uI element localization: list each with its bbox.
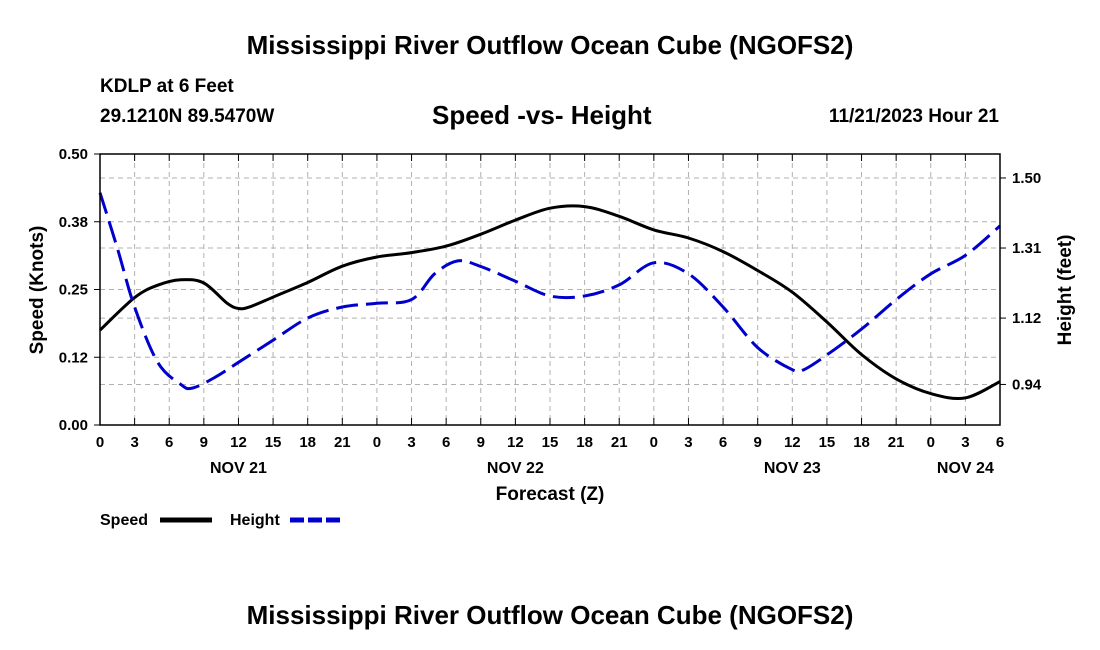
x-tick-label: 6 (719, 434, 727, 451)
y-right-tick-label: 0.94 (1012, 376, 1042, 393)
x-tick-label: 15 (542, 434, 559, 451)
y-right-tick-label: 1.50 (1012, 170, 1041, 187)
y-axis-left-title: Speed (Knots) (27, 226, 48, 355)
x-date-label: NOV 22 (487, 460, 544, 477)
x-tick-label: 9 (200, 434, 208, 451)
x-date-label: NOV 21 (210, 460, 267, 477)
x-tick-label: 12 (230, 434, 247, 451)
x-tick-label: 21 (888, 434, 905, 451)
x-tick-label: 3 (961, 434, 969, 451)
series-layer (98, 192, 1001, 401)
x-tick-label: 9 (754, 434, 762, 451)
x-tick-label: 12 (784, 434, 801, 451)
speed-height-chart: 0 3 6 9 12 15 18 21 0 3 6 9 12 15 18 21 0 3 6 9 12 15 18 21 0 3 6N… (27, 146, 1076, 529)
x-tick-label: 15 (265, 434, 282, 451)
x-tick-label: 12 (507, 434, 524, 451)
station-name: KDLP at 6 Feet (100, 76, 234, 97)
legend-label-speed: Speed (100, 512, 148, 529)
x-tick-label: 3 (407, 434, 415, 451)
x-tick-label: 0 (927, 434, 935, 451)
forecast-date: 11/21/2023 Hour 21 (828, 106, 999, 127)
y-left-tick-label: 0.25 (59, 282, 88, 299)
x-tick-label: 18 (576, 434, 593, 451)
x-date-label: NOV 23 (764, 460, 821, 477)
series-line-height (98, 192, 1001, 391)
x-tick-label: 0 (96, 434, 104, 451)
x-tick-label: 15 (819, 434, 836, 451)
x-tick-label: 21 (334, 434, 351, 451)
axes: 0 3 6 9 12 15 18 21 0 3 6 9 12 15 18 21 0 3 6 9 12 15 18 21 0 3 6N… (59, 146, 1042, 477)
x-tick-label: 9 (477, 434, 485, 451)
x-tick-label: 3 (684, 434, 692, 451)
legend-label-height: Height (230, 512, 280, 529)
grid (100, 153, 1000, 425)
x-tick-label: 18 (299, 434, 316, 451)
chart-title: Speed -vs- Height (432, 100, 652, 130)
y-axis-right-title: Height (feet) (1055, 235, 1076, 346)
x-tick-label: 0 (650, 434, 658, 451)
x-tick-label: 6 (165, 434, 173, 451)
y-right-tick-label: 1.12 (1012, 310, 1041, 327)
y-left-tick-label: 0.50 (59, 146, 88, 163)
series-line-speed (98, 204, 1001, 401)
y-left-tick-label: 0.00 (59, 417, 88, 434)
x-tick-label: 3 (130, 434, 138, 451)
station-coordinates: 29.1210N 89.5470W (100, 106, 275, 127)
main-title: Mississippi River Outflow Ocean Cube (NG… (246, 30, 854, 60)
x-tick-label: 6 (442, 434, 450, 451)
x-axis-title: Forecast (Z) (496, 484, 605, 505)
legend: Speed Height (100, 512, 342, 529)
footer-title: Mississippi River Outflow Ocean Cube (NG… (246, 600, 854, 630)
y-right-tick-label: 1.31 (1012, 240, 1041, 257)
y-left-tick-label: 0.38 (59, 214, 88, 231)
x-tick-label: 18 (853, 434, 870, 451)
x-tick-label: 6 (996, 434, 1004, 451)
x-tick-label: 0 (373, 434, 381, 451)
x-tick-label: 21 (611, 434, 628, 451)
x-date-label: NOV 24 (937, 460, 994, 477)
y-left-tick-label: 0.12 (59, 349, 88, 366)
